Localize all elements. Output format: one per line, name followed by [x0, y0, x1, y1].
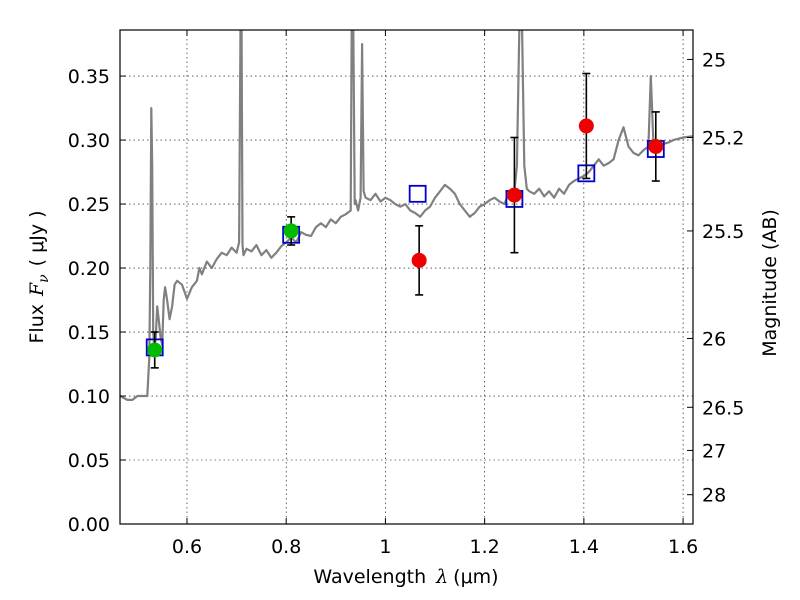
y2-axis-title: Magnitude (AB): [759, 209, 781, 357]
x-axis-title-text: Wavelength: [313, 566, 426, 588]
y-tick-label: 0.05: [68, 450, 110, 472]
y2-tick-label: 26.5: [702, 397, 744, 419]
x-tick-label: 0.8: [271, 536, 301, 558]
axes-ticks: 0.6 0.8 1 1.2 1.4 1.6 0.00 0.05 0.10 0.15 0.20 0.25…: [68, 30, 744, 558]
y-axis-title-text: Flux: [26, 304, 48, 344]
y-tick-label: 0.25: [68, 194, 110, 216]
y2-tick-label: 28: [702, 485, 726, 507]
x-axis-title-unit: (μm): [453, 566, 498, 588]
data-point: [648, 138, 664, 154]
x-axis-title-symbol: λ: [435, 566, 448, 588]
x-tick-label: 1.2: [470, 536, 500, 558]
y-tick-label: 0.15: [68, 322, 110, 344]
y2-tick-label: 25.5: [702, 221, 744, 243]
y-tick-label: 0.35: [68, 66, 110, 88]
y-axis-title-subscript: ν: [36, 274, 52, 283]
y2-tick-label: 27: [702, 440, 726, 462]
y-axis-title-symbol: F: [26, 282, 48, 297]
data-point: [283, 223, 299, 239]
x-tick-label: 1: [379, 536, 391, 558]
data-point: [411, 252, 427, 268]
x-axis-title: Wavelength λ (μm): [313, 566, 498, 588]
y-tick-label: 0.00: [68, 514, 110, 536]
x-tick-label: 1.6: [668, 536, 698, 558]
data-point: [147, 342, 163, 358]
model-photometry-square: [408, 184, 427, 203]
y-tick-label: 0.30: [68, 130, 110, 152]
data-point: [578, 118, 594, 134]
x-tick-label: 1.4: [569, 536, 599, 558]
y2-tick-label: 26: [702, 328, 726, 350]
plot-area: [120, 30, 693, 401]
y2-tick-label: 25: [702, 49, 726, 71]
y-tick-label: 0.10: [68, 386, 110, 408]
y2-tick-label: 25.2: [702, 128, 744, 150]
y-axis-title-unit: ( μJy ): [26, 210, 48, 266]
y-tick-label: 0.20: [68, 258, 110, 280]
plot-frame: [119, 29, 694, 525]
spectrum-line: [120, 30, 693, 401]
x-tick-label: 0.6: [172, 536, 202, 558]
data-point: [506, 187, 522, 203]
y-axis-title: Flux Fν ( μJy ): [26, 210, 52, 343]
